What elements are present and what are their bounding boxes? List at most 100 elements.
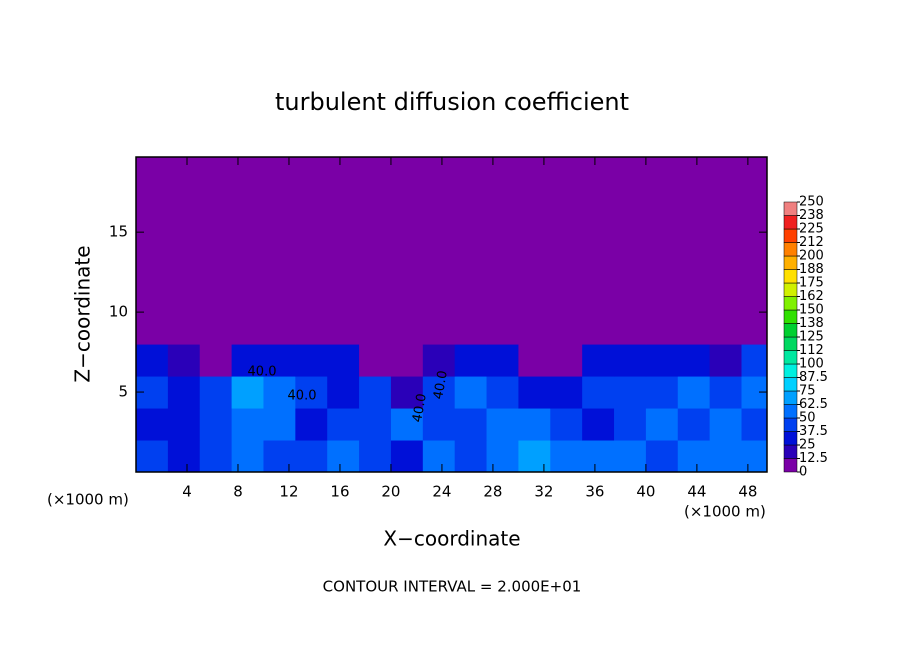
cell [295, 376, 328, 409]
cell [199, 344, 233, 377]
colorbar-swatch [783, 458, 798, 473]
x-unit: (×1000 m) [684, 503, 766, 521]
colorbar-label: 62.5 [799, 397, 828, 412]
cell [518, 157, 551, 345]
contour-label: 40.0 [410, 392, 430, 423]
cell [136, 440, 169, 473]
cell [390, 408, 424, 441]
colorbar-swatch [783, 377, 798, 392]
cell [454, 408, 488, 441]
x-tick-label: 28 [483, 483, 502, 501]
cell [486, 376, 519, 409]
x-tick-label: 16 [330, 483, 349, 501]
colorbar-label: 150 [799, 303, 824, 318]
x-unit: (×1000 m) [47, 491, 129, 509]
cell [550, 344, 583, 377]
cell [359, 376, 392, 409]
colorbar-label: 212 [799, 235, 824, 250]
contour-label: 40.0 [431, 369, 451, 400]
cell [709, 376, 743, 409]
colorbar-swatch [783, 417, 798, 432]
colorbar-label: 250 [799, 195, 824, 210]
colorbar-label: 125 [799, 330, 824, 345]
colorbar-swatch [783, 269, 798, 284]
colorbar-swatch [783, 390, 798, 405]
cell [422, 344, 456, 377]
contour-label: 40.0 [248, 365, 277, 380]
cell [709, 440, 743, 473]
colorbar-swatch [783, 255, 798, 270]
colorbar-swatch [783, 336, 798, 351]
cell [486, 408, 519, 441]
x-tick-label: 44 [687, 483, 706, 501]
x-tick-label: 8 [233, 483, 243, 501]
cell [231, 408, 264, 441]
cell [677, 440, 711, 473]
cell [390, 344, 424, 377]
colorbar-swatch [783, 350, 798, 365]
cell [582, 376, 615, 409]
colorbar-swatch [783, 309, 798, 324]
cell [677, 157, 711, 345]
cell [677, 376, 711, 409]
contour-label: 40.0 [288, 389, 317, 404]
cell [486, 157, 519, 345]
cell [327, 376, 360, 409]
cell [741, 440, 768, 473]
cell [167, 376, 201, 409]
cell [231, 440, 264, 473]
colorbar-swatch [783, 363, 798, 378]
cell [327, 408, 360, 441]
x-tick-label: 4 [182, 483, 192, 501]
cell [231, 376, 264, 409]
x-tick-label: 24 [432, 483, 451, 501]
cell [582, 440, 615, 473]
colorbar-label: 175 [799, 276, 824, 291]
cell [550, 408, 583, 441]
cell [199, 376, 233, 409]
cell [390, 440, 424, 473]
cell [167, 408, 201, 441]
colorbar-label: 0 [799, 465, 807, 480]
colorbar-label: 238 [799, 208, 824, 223]
colorbar-label: 188 [799, 262, 824, 277]
cell [645, 440, 679, 473]
cell [136, 157, 169, 345]
x-tick-label: 48 [738, 483, 757, 501]
colorbar-swatch [783, 431, 798, 446]
cell [454, 440, 488, 473]
cell [550, 440, 583, 473]
cell [614, 344, 647, 377]
colorbar-swatch [783, 282, 798, 297]
cell [645, 344, 679, 377]
cell [709, 157, 743, 345]
colorbar-label: 200 [799, 249, 824, 264]
cell [295, 408, 328, 441]
cell [582, 344, 615, 377]
cell [422, 408, 456, 441]
cell [359, 440, 392, 473]
footnote: CONTOUR INTERVAL = 2.000E+01 [323, 578, 582, 596]
x-tick-label: 40 [636, 483, 655, 501]
x-axis-label: X−coordinate [383, 527, 520, 551]
cell [263, 344, 296, 377]
colorbar-swatch [783, 201, 798, 216]
y-axis-label: Z−coordinate [71, 245, 95, 382]
cell [518, 408, 551, 441]
cell [295, 344, 328, 377]
cell [614, 157, 647, 345]
y-tick-label: 5 [118, 383, 128, 401]
cell [199, 157, 233, 345]
cell [454, 344, 488, 377]
cell [390, 157, 424, 345]
cell [231, 344, 264, 377]
cell [518, 344, 551, 377]
colorbar-label: 75 [799, 384, 816, 399]
cell [422, 157, 456, 345]
colorbar-swatch [783, 215, 798, 230]
cell [327, 344, 360, 377]
cell [645, 157, 679, 345]
colorbar-swatch [783, 296, 798, 311]
colorbar-swatch [783, 444, 798, 459]
